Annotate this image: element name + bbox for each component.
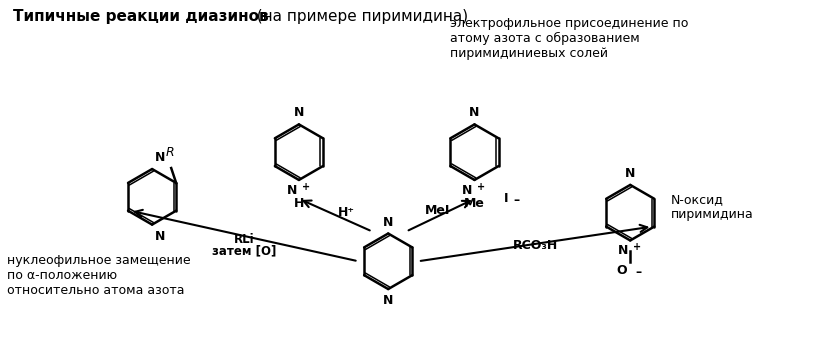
Text: электрофильное присоединение по
атому азота с образованием
пиримидиниевых солей: электрофильное присоединение по атому аз… <box>450 17 688 60</box>
Text: N: N <box>618 244 628 257</box>
Text: –: – <box>513 194 519 207</box>
Text: N: N <box>383 294 393 307</box>
Text: Me: Me <box>464 197 485 210</box>
Text: N: N <box>470 107 480 119</box>
Text: нуклеофильное замещение
по α-положению
относительно атома азота: нуклеофильное замещение по α-положению о… <box>7 254 191 297</box>
Text: N: N <box>287 184 297 197</box>
Text: N: N <box>625 167 635 180</box>
Text: RLi: RLi <box>234 233 255 246</box>
Text: N: N <box>155 230 166 243</box>
Text: +: + <box>633 243 641 253</box>
Text: N: N <box>462 184 472 197</box>
Text: Типичные реакции диазинов: Типичные реакции диазинов <box>13 9 269 24</box>
Text: N: N <box>293 107 304 119</box>
Text: I: I <box>504 192 508 205</box>
Text: H⁺: H⁺ <box>338 206 355 219</box>
Text: H: H <box>293 197 304 210</box>
Text: N: N <box>155 151 166 164</box>
Text: R: R <box>166 146 175 159</box>
Text: затем [O]: затем [O] <box>212 245 276 258</box>
Text: –: – <box>635 266 641 279</box>
Text: (на примере пиримидина): (на примере пиримидина) <box>247 9 469 24</box>
Text: O: O <box>616 264 627 277</box>
Text: +: + <box>302 182 310 192</box>
Text: +: + <box>477 182 485 192</box>
Text: N: N <box>383 215 393 229</box>
Text: N-оксид
пиримидина: N-оксид пиримидина <box>671 193 754 221</box>
Text: RCO₃H: RCO₃H <box>513 239 558 252</box>
Text: MeI: MeI <box>425 204 451 217</box>
